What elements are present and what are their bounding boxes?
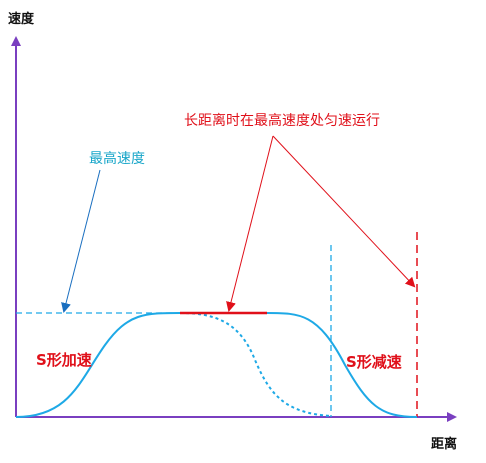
cruise-arrow-left [226,135,274,312]
max-speed-arrow [61,169,101,313]
short-distance-decel-curve [179,312,332,417]
x-axis-label: 距离 [431,437,458,452]
s-decel-label: S形减速 [346,353,402,371]
max-speed-annotation: 最高速度 [89,151,145,167]
y-axis-label: 速度 [8,12,35,27]
s-accel-label: S形加速 [36,351,92,369]
cruise-annotation: 长距离时在最高速度处匀速运行 [184,113,380,129]
cruise-arrow-right [272,135,416,288]
